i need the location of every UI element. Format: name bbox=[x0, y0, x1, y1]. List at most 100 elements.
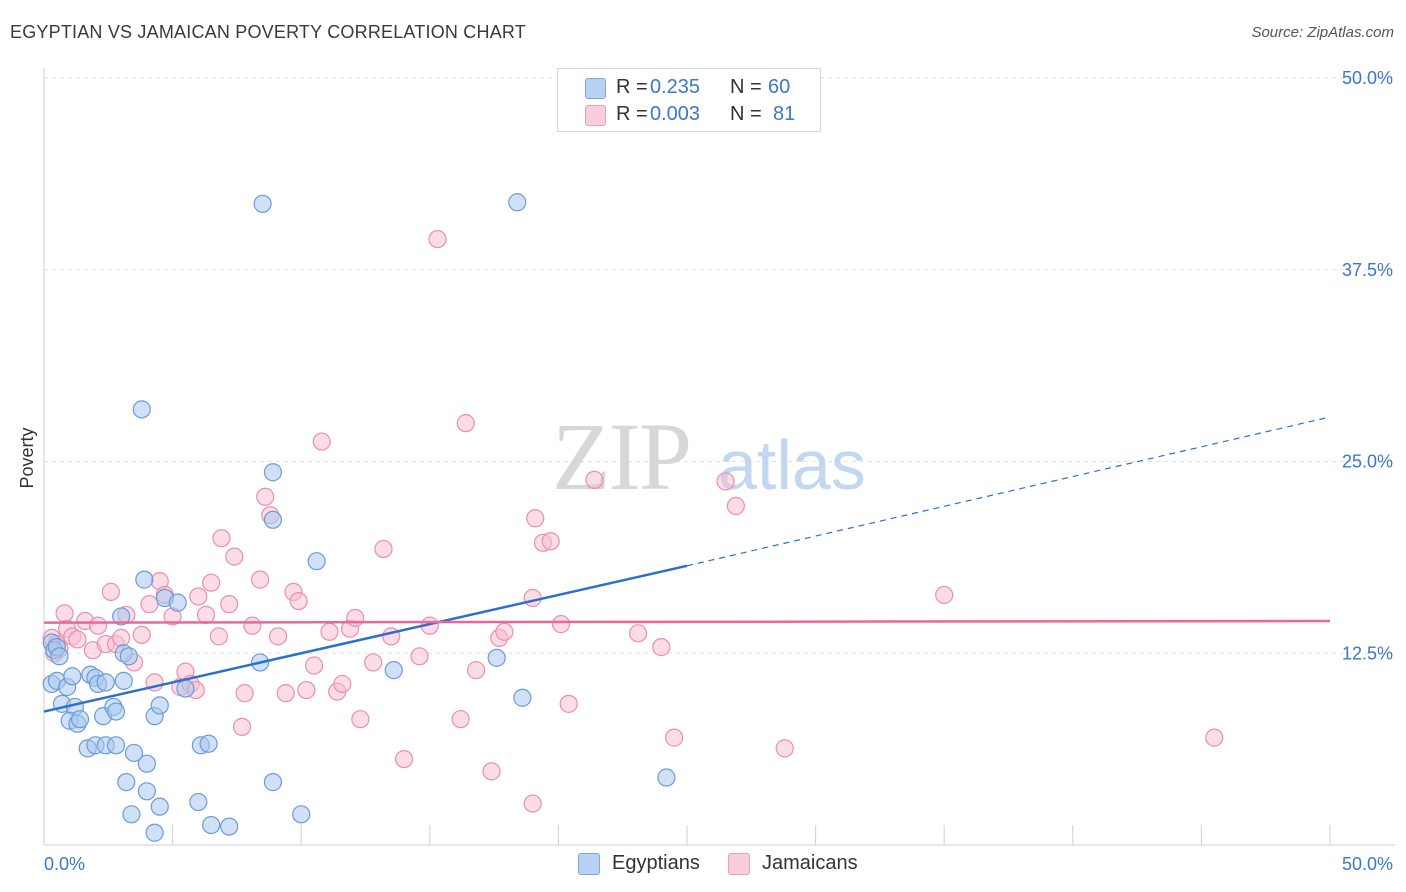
jamaican-point bbox=[256, 487, 275, 506]
egyptians-trend-line bbox=[43, 564, 688, 713]
egyptian-point bbox=[112, 607, 131, 626]
jamaican-point bbox=[289, 591, 308, 611]
jamaican-point bbox=[202, 573, 221, 592]
jamaican-point bbox=[351, 710, 370, 729]
egyptian-point bbox=[96, 673, 115, 692]
chart-title: EGYPTIAN VS JAMAICAN POVERTY CORRELATION… bbox=[10, 22, 526, 42]
jamaican-point bbox=[312, 432, 331, 451]
egyptian-point bbox=[106, 736, 126, 755]
egyptian-point bbox=[132, 400, 151, 419]
n-label: N = bbox=[730, 103, 762, 125]
jamaican-point bbox=[225, 547, 244, 566]
jamaicans-swatch bbox=[728, 853, 750, 875]
egyptian-point bbox=[202, 815, 221, 835]
jamaican-point bbox=[410, 647, 429, 666]
egyptians-swatch bbox=[578, 853, 600, 875]
egyptian-point bbox=[137, 782, 156, 801]
jamaican-point bbox=[374, 539, 393, 559]
jamaican-point bbox=[235, 684, 254, 703]
egyptians-swatch bbox=[585, 78, 606, 99]
egyptian-point bbox=[70, 710, 90, 729]
jamaican-point bbox=[140, 595, 159, 614]
egyptian-point bbox=[137, 754, 156, 773]
jamaican-point bbox=[189, 587, 208, 606]
egyptian-point bbox=[106, 702, 126, 721]
points-layer bbox=[42, 193, 1224, 842]
jamaican-point bbox=[132, 625, 151, 644]
x-tick-label: 50.0% bbox=[1342, 854, 1393, 874]
jamaican-point bbox=[482, 762, 501, 781]
n-value: 81 bbox=[773, 103, 796, 125]
y-axis-label: Poverty bbox=[17, 427, 37, 488]
jamaican-point bbox=[232, 717, 252, 736]
jamaican-point bbox=[1205, 728, 1224, 747]
jamaican-point bbox=[551, 615, 571, 634]
jamaican-point bbox=[451, 710, 470, 729]
watermark: ZIP atlas bbox=[552, 403, 866, 510]
jamaican-point bbox=[88, 616, 108, 635]
jamaican-point bbox=[665, 728, 684, 747]
jamaican-point bbox=[268, 627, 288, 646]
egyptian-point bbox=[150, 696, 169, 715]
jamaican-point bbox=[364, 653, 383, 672]
n-value: 60 bbox=[768, 76, 791, 98]
jamaican-point bbox=[212, 529, 231, 548]
jamaican-point bbox=[629, 624, 648, 643]
jamaican-point bbox=[333, 674, 352, 694]
egyptian-point bbox=[263, 463, 283, 482]
jamaican-point bbox=[541, 532, 560, 551]
n-label: N = bbox=[730, 76, 762, 98]
jamaican-point bbox=[466, 661, 486, 680]
jamaican-point bbox=[297, 680, 316, 700]
trend-layer bbox=[43, 416, 1331, 713]
jamaican-point bbox=[220, 595, 239, 614]
jamaican-point bbox=[209, 627, 228, 646]
jamaican-point bbox=[101, 582, 120, 601]
egyptian-point bbox=[384, 661, 403, 680]
y-tick-label: 50.0% bbox=[1342, 68, 1393, 88]
egyptian-point bbox=[657, 768, 676, 787]
y-tick-label: 37.5% bbox=[1342, 260, 1393, 280]
egyptian-point bbox=[135, 570, 154, 589]
egyptian-point bbox=[119, 647, 138, 666]
egyptian-point bbox=[168, 593, 187, 612]
axes-layer bbox=[43, 68, 1395, 846]
egyptian-point bbox=[508, 193, 527, 212]
jamaican-point bbox=[112, 628, 131, 648]
egyptian-point bbox=[263, 510, 283, 529]
stats-legend: R = 0.235 N = 60 R = 0.003 N = 81 bbox=[557, 68, 821, 132]
jamaican-point bbox=[428, 229, 447, 249]
r-value: 0.003 bbox=[650, 103, 701, 125]
jamaicans-swatch bbox=[585, 105, 606, 126]
jamaican-point bbox=[495, 622, 514, 641]
legend-label-jamaicans: Jamaicans bbox=[762, 852, 858, 874]
egyptian-point bbox=[122, 805, 141, 824]
jamaicans-trend-line bbox=[43, 619, 1331, 624]
jamaican-point bbox=[196, 605, 216, 625]
source-label: Source: ZipAtlas.com bbox=[1251, 24, 1394, 41]
watermark-atlas: atlas bbox=[718, 426, 866, 504]
jamaican-point bbox=[55, 604, 74, 623]
egyptian-point bbox=[114, 671, 133, 690]
jamaican-point bbox=[250, 570, 270, 589]
jamaican-point bbox=[935, 585, 954, 605]
r-label: R = bbox=[616, 76, 648, 98]
egyptian-point bbox=[487, 648, 506, 667]
watermark-zip: ZIP bbox=[552, 403, 690, 510]
legend-row-egyptians: R = 0.235 N = 60 bbox=[558, 74, 820, 100]
jamaican-point bbox=[523, 588, 542, 608]
grid-layer bbox=[44, 77, 1395, 654]
jamaican-point bbox=[320, 622, 339, 641]
jamaican-point bbox=[726, 496, 745, 516]
r-value: 0.235 bbox=[650, 76, 701, 98]
r-label: R = bbox=[616, 103, 648, 125]
jamaican-point bbox=[526, 509, 545, 528]
egyptian-point bbox=[63, 667, 82, 686]
egyptian-point bbox=[199, 734, 218, 753]
egyptian-point bbox=[253, 194, 272, 213]
egyptian-point bbox=[150, 797, 169, 816]
y-tick-label: 12.5% bbox=[1342, 643, 1393, 663]
jamaican-point bbox=[243, 616, 262, 635]
jamaican-point bbox=[456, 414, 475, 433]
